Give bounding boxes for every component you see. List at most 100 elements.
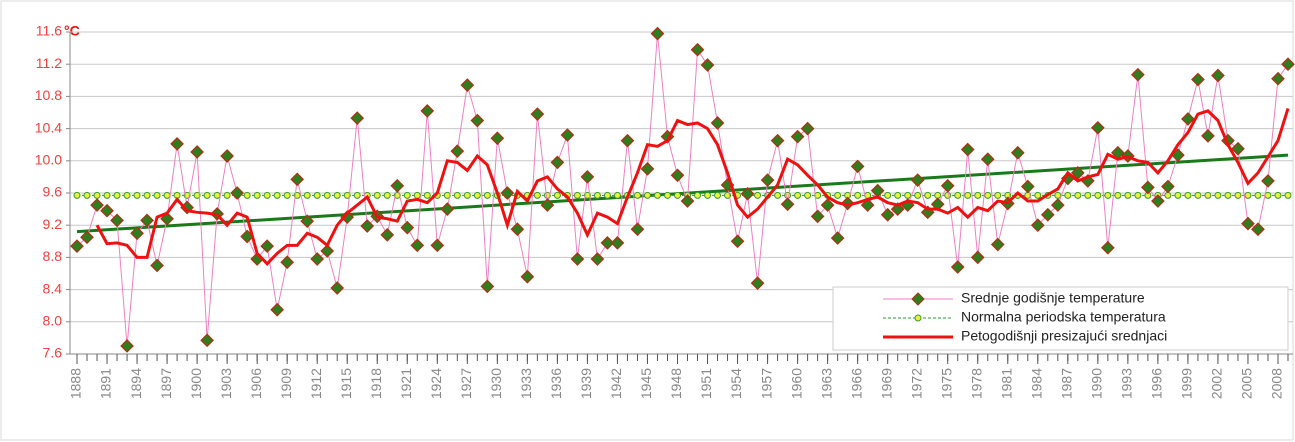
data-point bbox=[950, 260, 965, 274]
data-point bbox=[520, 269, 535, 284]
data-point bbox=[1231, 141, 1245, 156]
data-point bbox=[1224, 191, 1232, 199]
x-tick-label: 1915 bbox=[338, 368, 354, 399]
data-point bbox=[583, 191, 591, 199]
data-point bbox=[820, 198, 835, 212]
data-point bbox=[600, 236, 615, 250]
data-point bbox=[390, 178, 405, 193]
x-tick-label: 1930 bbox=[488, 368, 504, 399]
data-point bbox=[904, 191, 912, 199]
data-point bbox=[1274, 191, 1282, 199]
data-point bbox=[633, 191, 641, 199]
data-point bbox=[1151, 194, 1165, 208]
data-point bbox=[340, 210, 355, 224]
data-point bbox=[383, 191, 391, 199]
data-point bbox=[1034, 191, 1042, 199]
data-point bbox=[680, 194, 695, 208]
data-point bbox=[970, 250, 985, 265]
data-point bbox=[420, 104, 435, 118]
data-point bbox=[860, 198, 875, 212]
x-tick-label: 2008 bbox=[1269, 368, 1285, 399]
data-point bbox=[1214, 191, 1222, 199]
data-point bbox=[850, 159, 865, 174]
data-point bbox=[1281, 57, 1295, 72]
data-point bbox=[103, 191, 111, 199]
data-point bbox=[704, 191, 712, 199]
x-tick-label: 1963 bbox=[818, 368, 834, 399]
data-point bbox=[750, 276, 765, 291]
data-point bbox=[1020, 179, 1035, 194]
data-point bbox=[760, 173, 775, 187]
data-point bbox=[80, 230, 94, 245]
data-point bbox=[884, 191, 892, 199]
data-point bbox=[650, 26, 665, 41]
data-point bbox=[780, 197, 795, 212]
data-point bbox=[700, 58, 715, 72]
data-point bbox=[463, 191, 471, 199]
x-tick-label: 1903 bbox=[218, 368, 234, 399]
data-point bbox=[473, 191, 481, 199]
data-point bbox=[980, 152, 995, 167]
data-point bbox=[163, 191, 171, 199]
data-point bbox=[580, 170, 595, 184]
data-point bbox=[403, 191, 411, 199]
data-point bbox=[90, 198, 104, 212]
data-point bbox=[110, 213, 124, 228]
data-point bbox=[960, 142, 975, 157]
legend-label: Petogodišnji presizajući srednjaci bbox=[961, 328, 1167, 344]
data-point bbox=[1040, 207, 1055, 222]
data-point bbox=[1161, 179, 1175, 194]
data-point bbox=[1201, 128, 1215, 143]
data-point bbox=[1254, 191, 1262, 199]
data-point bbox=[1251, 222, 1265, 237]
y-tick-label: 8.4 bbox=[43, 280, 63, 296]
data-point bbox=[1134, 191, 1142, 199]
data-point bbox=[1101, 240, 1115, 255]
data-point bbox=[1114, 191, 1122, 199]
data-point bbox=[1094, 191, 1102, 199]
data-point bbox=[613, 191, 621, 199]
data-point bbox=[400, 220, 415, 235]
data-point bbox=[450, 144, 465, 158]
x-tick-label: 1999 bbox=[1179, 368, 1195, 399]
data-point bbox=[643, 191, 651, 199]
data-point bbox=[263, 191, 271, 199]
x-tick-label: 1894 bbox=[128, 368, 144, 399]
data-point bbox=[1054, 191, 1062, 199]
x-tick-label: 1984 bbox=[1028, 368, 1044, 399]
x-tick-label: 1975 bbox=[938, 368, 954, 399]
x-tick-label: 1960 bbox=[788, 368, 804, 399]
x-tick-label: 1948 bbox=[668, 368, 684, 399]
data-point bbox=[303, 191, 311, 199]
data-point bbox=[550, 155, 565, 170]
trend-line bbox=[76, 153, 1289, 234]
data-point bbox=[984, 191, 992, 199]
data-point bbox=[290, 172, 305, 187]
data-point bbox=[894, 191, 902, 199]
data-point bbox=[500, 186, 515, 200]
data-point bbox=[1090, 120, 1105, 135]
data-point bbox=[133, 191, 141, 199]
data-point bbox=[220, 149, 234, 163]
data-point bbox=[150, 258, 164, 273]
data-point bbox=[313, 191, 321, 199]
data-point bbox=[910, 173, 925, 187]
legend-marker bbox=[911, 292, 925, 306]
data-point bbox=[130, 226, 144, 241]
y-tick-label: 11.6 bbox=[36, 23, 62, 39]
data-point bbox=[790, 129, 805, 144]
data-point bbox=[974, 191, 982, 199]
data-point bbox=[350, 111, 365, 125]
data-point bbox=[830, 231, 845, 245]
data-point bbox=[510, 222, 525, 237]
y-tick-label: 8.0 bbox=[43, 313, 63, 329]
y-tick-label: 10.8 bbox=[35, 87, 62, 103]
data-point bbox=[854, 191, 862, 199]
y-tick-label: 9.6 bbox=[43, 184, 63, 200]
data-point bbox=[380, 228, 395, 242]
data-point bbox=[83, 191, 91, 199]
data-point bbox=[1204, 191, 1212, 199]
data-point bbox=[200, 333, 214, 348]
y-tick-label: 7.6 bbox=[43, 345, 63, 361]
